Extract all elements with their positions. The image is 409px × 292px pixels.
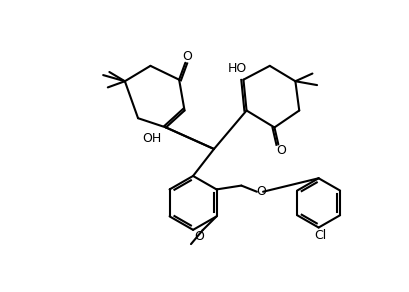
Text: O: O (276, 144, 285, 157)
Text: Cl: Cl (313, 229, 326, 242)
Text: O: O (255, 185, 265, 198)
Text: O: O (193, 230, 203, 243)
Text: O: O (182, 50, 191, 63)
Text: OH: OH (142, 132, 161, 145)
Text: HO: HO (227, 62, 246, 75)
